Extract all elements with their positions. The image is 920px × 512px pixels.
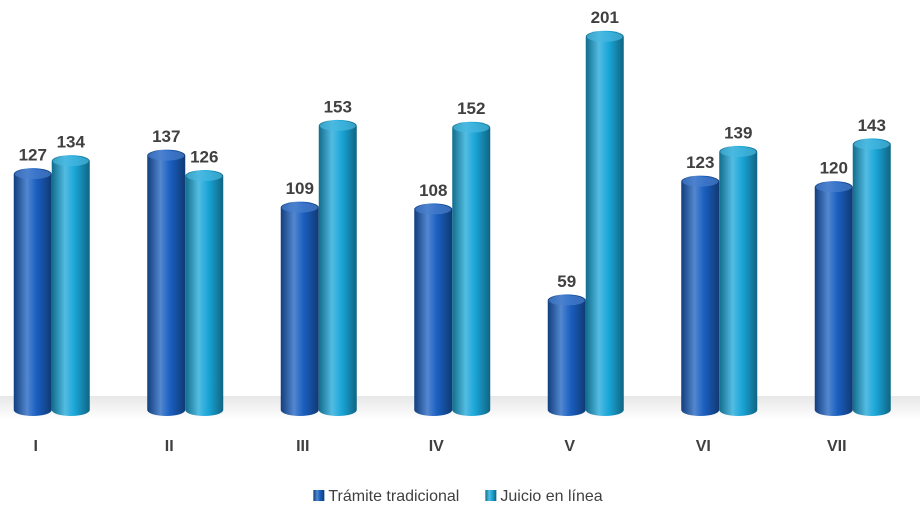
- bar-cap: [548, 295, 585, 306]
- data-label: 109: [286, 179, 314, 198]
- bar: [185, 170, 224, 416]
- x-tick-label: VII: [827, 438, 847, 455]
- bar-cap: [186, 171, 223, 181]
- x-tick-label: IV: [429, 438, 444, 455]
- bar-cap: [815, 182, 852, 193]
- bar-cap: [415, 204, 452, 215]
- bar: [147, 149, 186, 417]
- data-label: 143: [858, 116, 886, 135]
- bar: [280, 201, 319, 416]
- bar-cap: [52, 156, 89, 167]
- data-label: 108: [419, 181, 447, 200]
- bar: [585, 30, 624, 416]
- x-tick-label: II: [165, 438, 174, 455]
- legend-item: Trámite tradicional: [313, 488, 459, 505]
- bar: [318, 119, 357, 416]
- bar: [719, 145, 758, 416]
- bar: [51, 155, 90, 416]
- bar-cap: [586, 31, 623, 42]
- legend-label: Juicio en línea: [500, 488, 602, 505]
- bar: [852, 138, 891, 416]
- bar-cap: [453, 122, 490, 133]
- data-label: 153: [324, 97, 352, 116]
- bar-cap: [319, 120, 356, 131]
- x-tick-label: III: [296, 438, 309, 455]
- bar: [414, 203, 453, 416]
- legend-swatch: [485, 490, 497, 501]
- bar-cap: [853, 139, 890, 150]
- x-tick-label: V: [564, 438, 575, 455]
- data-label: 134: [57, 133, 86, 152]
- bar-cap: [720, 146, 757, 157]
- data-label: 152: [457, 99, 485, 118]
- data-label: 127: [19, 146, 47, 165]
- data-label: 59: [557, 272, 576, 291]
- bar-cap: [682, 176, 719, 187]
- bar-cap: [14, 169, 51, 180]
- data-label: 201: [591, 8, 619, 27]
- legend: Trámite tradicional Juicio en línea: [313, 488, 603, 505]
- legend-item: Juicio en línea: [485, 488, 603, 505]
- x-tick-label: I: [34, 438, 38, 455]
- bar: [547, 294, 586, 416]
- data-label: 120: [820, 159, 848, 178]
- bar: [681, 175, 720, 416]
- data-label: 123: [686, 153, 714, 172]
- bar: [13, 168, 52, 416]
- bar: [814, 181, 853, 416]
- data-label: 126: [190, 147, 218, 166]
- bar: [452, 121, 491, 416]
- bar-cap: [281, 202, 318, 213]
- legend-swatch: [313, 490, 325, 501]
- bar-cap: [148, 150, 185, 161]
- legend-label: Trámite tradicional: [328, 488, 459, 505]
- data-label: 139: [724, 123, 752, 142]
- data-label: 137: [152, 127, 180, 146]
- x-tick-label: VI: [696, 438, 711, 455]
